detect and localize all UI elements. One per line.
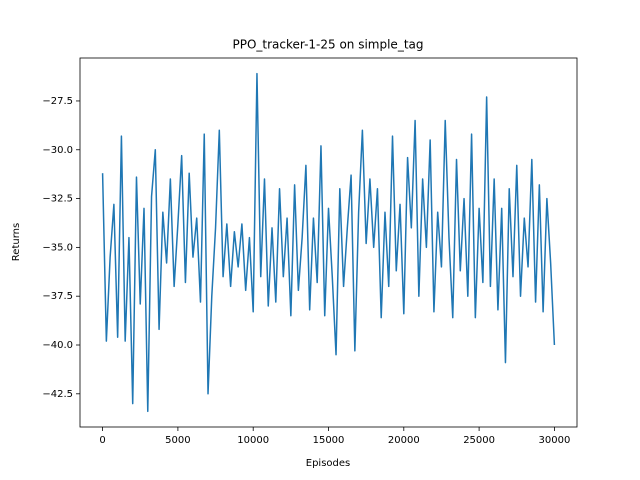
y-tick-label: −37.5 bbox=[42, 291, 73, 302]
x-tick-label: 25000 bbox=[463, 435, 495, 446]
y-tick-label: −27.5 bbox=[42, 96, 73, 107]
axes-frame bbox=[79, 57, 578, 428]
y-tick-label: −42.5 bbox=[42, 389, 73, 400]
x-tick-label: 0 bbox=[99, 435, 105, 446]
x-tick-label: 20000 bbox=[388, 435, 420, 446]
y-tick-label: −35.0 bbox=[42, 242, 73, 253]
y-tick-label: −32.5 bbox=[42, 194, 73, 205]
x-tick-label: 30000 bbox=[539, 435, 571, 446]
y-axis-label: Returns bbox=[11, 223, 22, 261]
chart-title: PPO_tracker-1-25 on simple_tag bbox=[232, 38, 423, 52]
x-tick-label: 10000 bbox=[237, 435, 269, 446]
x-tick-label: 5000 bbox=[165, 435, 190, 446]
x-axis-label: Episodes bbox=[306, 458, 350, 469]
x-tick-label: 15000 bbox=[313, 435, 345, 446]
y-tick-label: −30.0 bbox=[42, 145, 73, 156]
data-line bbox=[101, 72, 556, 413]
y-tick-label: −40.0 bbox=[42, 340, 73, 351]
